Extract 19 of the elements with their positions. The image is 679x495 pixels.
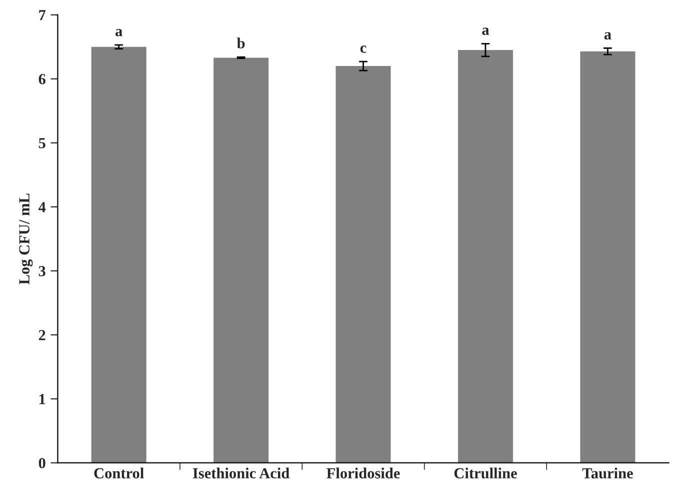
y-tick-label: 7 <box>39 10 46 20</box>
y-tick-label: 0 <box>38 458 46 468</box>
y-tick-label: 5 <box>38 138 46 148</box>
y-axis-title: Log CFU/ mL <box>19 194 33 284</box>
annotation: c <box>360 46 366 53</box>
x-tick-label: Taurine <box>582 468 633 478</box>
annotation: a <box>115 28 122 36</box>
x-tick-label: Control <box>94 468 144 478</box>
annotation: b <box>236 38 245 48</box>
y-tick-label: 1 <box>39 394 46 404</box>
x-tick-label: Citrulline <box>454 468 517 478</box>
y-tick-label: 2 <box>38 330 46 340</box>
x-tick-label: Floridoside <box>326 468 400 478</box>
annotation: a <box>604 32 612 40</box>
annotation: a <box>482 28 490 35</box>
y-tick-label: 3 <box>38 266 46 276</box>
x-tick-label: Isethionic Acid <box>192 468 290 478</box>
y-tick-label: 6 <box>38 74 46 84</box>
y-tick-label: 4 <box>38 202 46 212</box>
